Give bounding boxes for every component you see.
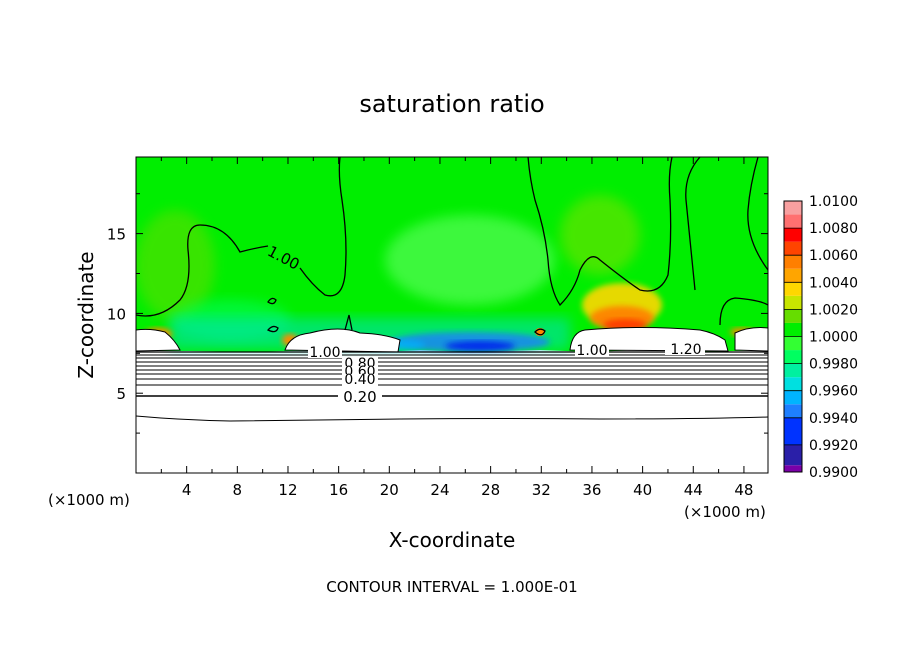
colorbar-band (784, 390, 802, 405)
colorbar-band (784, 322, 802, 337)
colorbar-band (784, 282, 802, 296)
x-unit-label-left: (×1000 m) (48, 491, 130, 509)
cloud-region (136, 328, 181, 352)
x-tick-label: 32 (532, 481, 551, 499)
x-tick-label: 48 (734, 481, 753, 499)
cloud-region (734, 327, 768, 352)
x-tick-label: 36 (582, 481, 601, 499)
colorbar-label: 0.9940 (809, 411, 858, 427)
plot-frame (135, 156, 769, 474)
colorbar-band (784, 295, 802, 310)
colorbar-label: 1.0000 (809, 330, 858, 346)
chart-title: saturation ratio (359, 90, 544, 118)
colorbar-label: 1.0060 (809, 248, 858, 264)
colorbar-label: 1.0040 (809, 275, 858, 291)
x-tick-label: 20 (380, 481, 399, 499)
x-tick-label: 8 (233, 481, 243, 499)
contour-line-1-00 (299, 157, 347, 297)
colorbar-band (784, 404, 802, 418)
contour-line-1-00 (534, 328, 546, 336)
colorbar-label: 0.9960 (809, 384, 858, 400)
x-tick-label: 40 (633, 481, 652, 499)
colorbar-band (784, 201, 802, 215)
light-green-patch (560, 195, 640, 275)
plot-area: 1.00 1.00 1.00 1.20 0.80 0.60 0.40 0.20 (136, 157, 768, 473)
y-axis: 5 10 15 (107, 193, 768, 434)
colorbar-band (784, 255, 802, 269)
y-axis-label: Z-coordinate (74, 251, 98, 378)
contour-lines (136, 157, 768, 336)
colorbar: 1.0100 1.0080 1.0060 1.0040 1.0020 1.0000 0.99… (783, 194, 858, 481)
y-tick-label: 10 (107, 305, 126, 323)
colorbar-label: 0.9920 (809, 438, 858, 454)
x-unit-label-right: (×1000 m) (684, 503, 766, 521)
x-axis: 4 8 12 16 20 24 28 32 36 40 44 48 (160, 157, 753, 499)
contour-line (136, 415, 768, 422)
contour-label: 0.40 (344, 372, 375, 388)
contour-line-1-00 (527, 157, 673, 307)
colorbar-label: 1.0080 (809, 221, 858, 237)
x-tick-label: 4 (182, 481, 192, 499)
colorbar-label: 0.9900 (809, 465, 858, 481)
contour-label: 0.20 (343, 388, 376, 406)
colorbar-band (784, 444, 802, 466)
lower-contours (136, 351, 768, 422)
x-tick-label: 16 (329, 481, 348, 499)
contour-line-1-00 (266, 325, 279, 333)
colorbar-band (784, 228, 802, 242)
light-green-patch (136, 210, 215, 320)
contour-line-1-00 (719, 297, 768, 326)
colorbar-band (784, 465, 802, 472)
x-tick-label: 24 (430, 481, 449, 499)
deep-blue-patch (445, 341, 515, 351)
contour-label: 1.00 (576, 343, 607, 359)
x-axis-label: X-coordinate (389, 528, 516, 552)
colorbar-band (784, 363, 802, 378)
colorbar-band (784, 336, 802, 351)
contour-line-1-00 (747, 157, 768, 271)
contour-line-1-00 (267, 297, 277, 305)
contour-interval-note: CONTOUR INTERVAL = 1.000E-01 (326, 578, 577, 596)
contour-label-group: 1.00 1.00 1.00 1.20 0.80 0.60 0.40 0.20 (265, 241, 705, 406)
colorbar-band (784, 268, 802, 283)
colorbar-band (784, 417, 802, 445)
colorbar-label: 0.9980 (809, 357, 858, 373)
x-tick-label: 28 (481, 481, 500, 499)
light-green-patch (385, 215, 555, 305)
colorbar-band (784, 309, 802, 323)
x-tick-label: 44 (684, 481, 703, 499)
colorbar-label: 1.0100 (809, 194, 858, 210)
x-tick-label: 12 (278, 481, 297, 499)
colorbar-band (784, 241, 802, 256)
y-tick-label: 15 (107, 226, 126, 244)
contour-line-1-00 (136, 224, 269, 317)
contour-line-1-00 (344, 314, 353, 331)
colorbar-band (784, 214, 802, 229)
contour-label: 1.20 (670, 342, 701, 358)
colorbar-band (784, 377, 802, 391)
colorbar-label: 1.0020 (809, 302, 858, 318)
contour-label: 1.00 (309, 345, 340, 361)
y-tick-label: 5 (116, 385, 126, 403)
contour-line-1-00 (685, 157, 701, 291)
colorbar-band (784, 350, 802, 364)
